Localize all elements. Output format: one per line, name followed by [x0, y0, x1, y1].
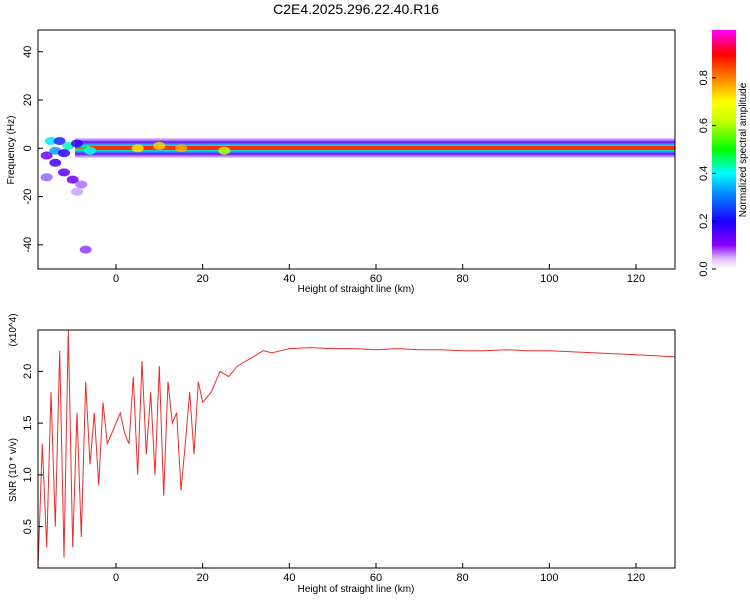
spectral-blob [58, 168, 70, 177]
y-tick-label: 0 [22, 145, 34, 151]
spectrogram-area [40, 137, 675, 254]
snr-frame [37, 329, 676, 569]
x-tick-label: 100 [540, 273, 558, 285]
colorbar: 0.0 0.2 0.4 0.6 0.8 Normalized spectral ampl… [698, 30, 749, 277]
colorbar-ticks: 0.0 0.2 0.4 0.6 0.8 [698, 70, 716, 277]
spectrogram-y-ticks: 40 20 0 -20 -40 [22, 46, 43, 253]
spectrogram-y-label: Frequency (Hz) [6, 116, 17, 185]
spectrogram-plot: 0 20 40 60 80 100 120 40 20 0 -20 -40 Height of st… [6, 29, 676, 295]
x-tick-label: 120 [627, 572, 645, 584]
main-band-core [90, 146, 675, 150]
colorbar-tick-label: 0.4 [698, 166, 710, 181]
spectral-blob [66, 175, 79, 184]
chart-title: C2E4.2025.296.22.40.R16 [273, 1, 439, 17]
snr-y-ticks: 0.5 1.0 1.5 2.0 [22, 364, 43, 534]
x-tick-label: 120 [627, 273, 645, 285]
low-altitude-scatter [40, 137, 231, 254]
y-tick-label: -40 [22, 237, 34, 253]
x-tick-label: 100 [540, 572, 558, 584]
x-tick-label: 40 [283, 572, 295, 584]
x-tick-label: 20 [197, 273, 209, 285]
snr-x-ticks: 0 20 40 60 80 100 120 [113, 563, 645, 584]
colorbar-tick-label: 0.2 [698, 214, 710, 229]
spectral-blob [53, 137, 66, 146]
y-tick-label: -20 [22, 189, 34, 205]
y-tick-label: 20 [22, 94, 34, 106]
x-tick-label: 20 [197, 572, 209, 584]
spectral-blob [49, 158, 62, 167]
colorbar-tick-label: 0.6 [698, 118, 710, 133]
y-tick-label: 1.5 [22, 415, 34, 430]
spectral-blob [153, 141, 166, 150]
spectrogram-x-ticks: 0 20 40 60 80 100 120 [113, 264, 645, 285]
spectral-blob [40, 173, 53, 182]
x-tick-label: 40 [283, 273, 295, 285]
x-tick-label: 80 [457, 572, 469, 584]
snr-y-multiplier: (x10^4) [8, 313, 19, 346]
spectrogram-frame [37, 29, 676, 270]
snr-y-label: SNR (10 * v/v) [8, 438, 19, 502]
spectral-blob [71, 139, 83, 148]
spectral-blob [58, 149, 70, 158]
x-tick-label: 60 [370, 273, 382, 285]
colorbar-tick-label: 0.0 [698, 261, 710, 276]
colorbar-scale [712, 30, 736, 269]
x-tick-label: 80 [457, 273, 469, 285]
y-tick-label: 2.0 [22, 364, 34, 379]
snr-plot: 0 20 40 60 80 100 120 0.5 1.0 1.5 2.0 Height of s… [8, 313, 676, 595]
spectral-blob [131, 144, 144, 153]
spectral-blob [79, 245, 92, 254]
spectrogram-x-label: Height of straight line (km) [298, 284, 415, 295]
spectral-blob [40, 151, 53, 160]
x-tick-label: 0 [113, 273, 119, 285]
spectral-blob [84, 146, 96, 155]
y-tick-label: 40 [22, 46, 34, 58]
colorbar-label: Normalized spectral amplitude [738, 82, 749, 217]
x-tick-label: 60 [370, 572, 382, 584]
x-tick-label: 0 [113, 572, 119, 584]
spectral-blob [218, 146, 231, 155]
y-tick-label: 1.0 [22, 467, 34, 482]
colorbar-tick-label: 0.8 [698, 70, 710, 85]
spectral-blob [71, 187, 83, 196]
snr-series-line [38, 330, 675, 568]
y-tick-label: 0.5 [22, 519, 34, 534]
spectral-blob [175, 144, 187, 153]
snr-x-label: Height of straight line (km) [298, 584, 415, 595]
spectral-blob [75, 180, 88, 189]
spectral-blob [45, 137, 57, 146]
